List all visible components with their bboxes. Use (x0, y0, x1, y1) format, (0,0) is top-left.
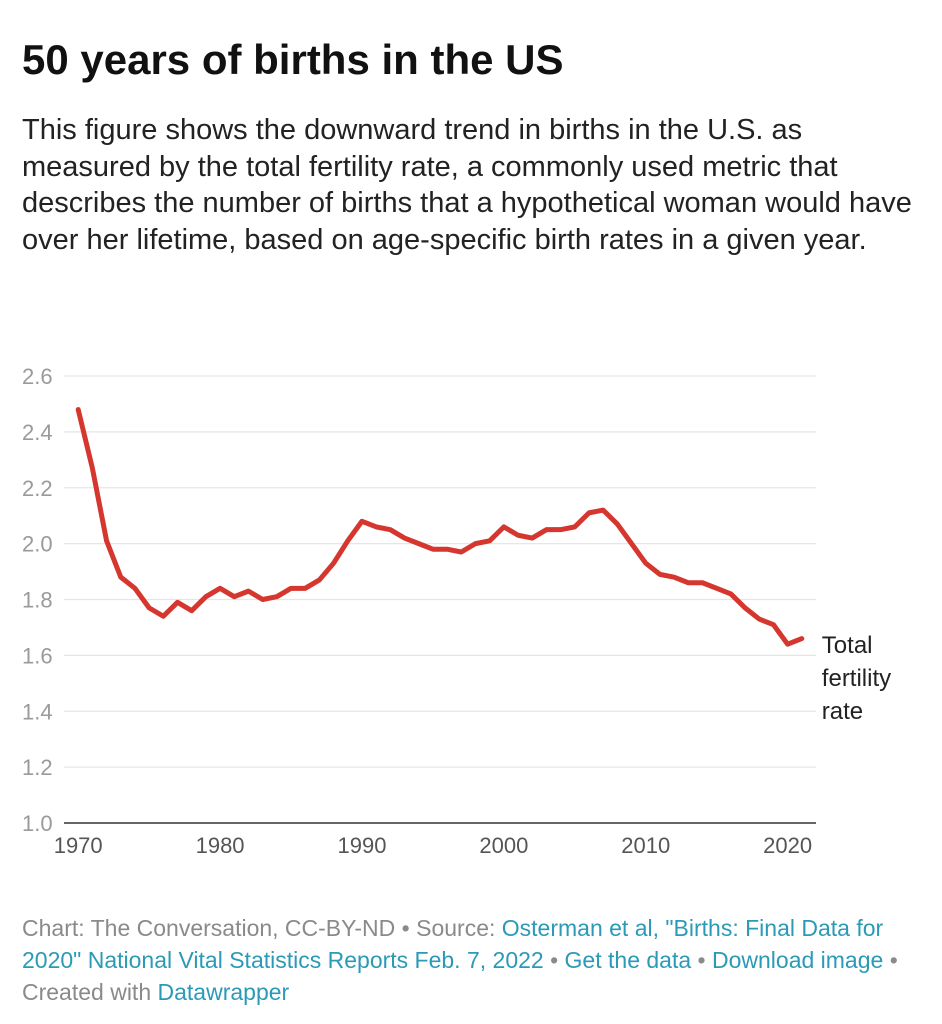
data-point-1976 (161, 614, 166, 619)
data-point-2000 (501, 524, 506, 529)
data-point-1988 (331, 561, 336, 566)
source-link[interactable]: Osterman et al, "Births: Final Data for … (22, 915, 884, 973)
y-tick-label-2.6: 2.6 (22, 364, 53, 389)
data-point-2004 (558, 527, 563, 532)
data-point-2015 (714, 586, 719, 591)
data-point-2001 (516, 533, 521, 538)
data-point-1972 (104, 538, 109, 543)
data-point-1978 (189, 608, 194, 613)
data-point-2014 (700, 580, 705, 585)
y-tick-label-1.8: 1.8 (22, 588, 53, 613)
data-point-2008 (615, 522, 620, 527)
chart-credit: Chart: The Conversation, CC-BY-ND (22, 915, 396, 941)
data-point-1981 (232, 594, 237, 599)
data-point-1993 (402, 536, 407, 541)
data-point-2007 (601, 508, 606, 513)
data-point-1975 (147, 605, 152, 610)
data-point-1991 (374, 524, 379, 529)
data-point-1995 (430, 547, 435, 552)
data-point-2018 (757, 617, 762, 622)
series-label-line: rate (822, 698, 863, 725)
download-image-link[interactable]: Download image (711, 947, 884, 973)
data-point-1996 (445, 547, 450, 552)
data-point-1973 (118, 575, 123, 580)
data-point-2016 (728, 591, 733, 596)
data-point-1992 (388, 527, 393, 532)
x-axis-ticks: 1970 1980 1990 2000 2010 2020 (54, 833, 812, 858)
y-axis-ticks: 1.0 1.2 1.4 1.6 1.8 2.0 2.2 2.4 2.6 (22, 364, 53, 836)
x-tick-label-2020: 2020 (763, 833, 812, 858)
data-point-1983 (260, 597, 265, 602)
x-tick-label-2000: 2000 (479, 833, 528, 858)
grid-lines (64, 375, 816, 824)
data-point-2006 (586, 510, 591, 515)
data-point-1984 (274, 594, 279, 599)
y-tick-label-1.4: 1.4 (22, 699, 53, 724)
data-point-1990 (359, 519, 364, 524)
x-tick-label-1980: 1980 (196, 833, 245, 858)
data-point-1989 (345, 538, 350, 543)
x-tick-label-2010: 2010 (621, 833, 670, 858)
data-point-2009 (629, 541, 634, 546)
data-point-1999 (487, 538, 492, 543)
series-label-line: fertility (822, 665, 891, 692)
created-with-prefix: Created with (22, 979, 158, 1005)
data-point-1985 (289, 586, 294, 591)
data-point-1982 (246, 589, 251, 594)
data-point-2012 (672, 575, 677, 580)
series-label-line: Total (822, 632, 873, 659)
data-point-1977 (175, 600, 180, 605)
data-point-2020 (785, 642, 790, 647)
data-point-1987 (317, 577, 322, 582)
x-tick-label-1990: 1990 (337, 833, 386, 858)
y-tick-label-1.6: 1.6 (22, 643, 53, 668)
y-tick-label-2.2: 2.2 (22, 476, 53, 501)
data-point-2010 (643, 561, 648, 566)
data-point-2019 (771, 622, 776, 627)
y-tick-label-1.0: 1.0 (22, 811, 53, 836)
data-point-1998 (473, 541, 478, 546)
data-point-1979 (203, 594, 208, 599)
y-tick-label-1.2: 1.2 (22, 755, 53, 780)
data-point-2013 (686, 580, 691, 585)
series-line-total-fertility-rate (75, 407, 805, 647)
y-tick-label-2.4: 2.4 (22, 420, 53, 445)
data-point-1997 (459, 550, 464, 555)
data-point-2011 (657, 572, 662, 577)
series-label: Total fertility rate (822, 632, 891, 725)
footer-separator: • (883, 947, 898, 973)
footer-separator: • (395, 915, 417, 941)
data-point-2005 (572, 524, 577, 529)
data-point-2003 (544, 527, 549, 532)
chart-title: 50 years of births in the US (22, 36, 564, 83)
data-point-1974 (132, 586, 137, 591)
data-point-1971 (90, 466, 95, 471)
data-point-1994 (416, 541, 421, 546)
data-point-1970 (76, 407, 81, 412)
data-point-2017 (743, 605, 748, 610)
datawrapper-link[interactable]: Datawrapper (157, 979, 290, 1005)
chart-footer: Chart: The Conversation, CC-BY-ND • Sour… (22, 912, 922, 1008)
data-point-1986 (303, 586, 308, 591)
line-chart: 1.0 1.2 1.4 1.6 1.8 2.0 2.2 2.4 2.6 1970 1980 1990… (22, 364, 891, 858)
footer-separator: • (691, 947, 712, 973)
data-point-1980 (218, 586, 223, 591)
get-data-link[interactable]: Get the data (564, 947, 692, 973)
data-point-2002 (530, 536, 535, 541)
x-tick-label-1970: 1970 (54, 833, 103, 858)
source-prefix: Source: (416, 915, 502, 941)
data-point-2021 (799, 636, 804, 641)
y-tick-label-2.0: 2.0 (22, 532, 53, 557)
chart-description: This figure shows the downward trend in … (22, 114, 912, 256)
series-layer (75, 407, 805, 647)
footer-separator: • (543, 947, 565, 973)
